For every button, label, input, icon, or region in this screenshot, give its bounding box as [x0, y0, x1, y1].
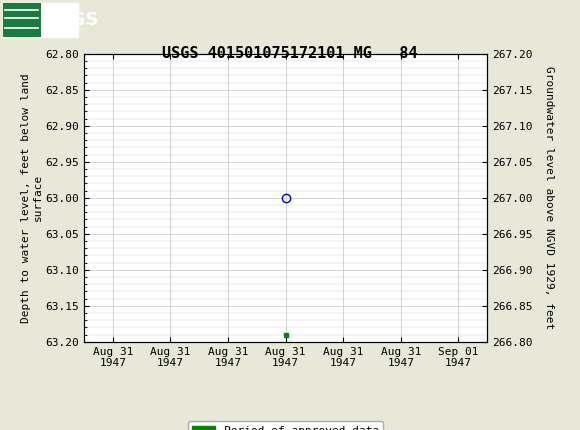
FancyBboxPatch shape: [3, 3, 78, 37]
Y-axis label: Groundwater level above NGVD 1929, feet: Groundwater level above NGVD 1929, feet: [543, 66, 554, 329]
Y-axis label: Depth to water level, feet below land
surface: Depth to water level, feet below land su…: [21, 73, 43, 322]
Text: USGS: USGS: [44, 11, 99, 29]
Text: USGS 401501075172101 MG   84: USGS 401501075172101 MG 84: [162, 46, 418, 61]
Legend: Period of approved data: Period of approved data: [188, 421, 383, 430]
FancyBboxPatch shape: [3, 3, 41, 37]
